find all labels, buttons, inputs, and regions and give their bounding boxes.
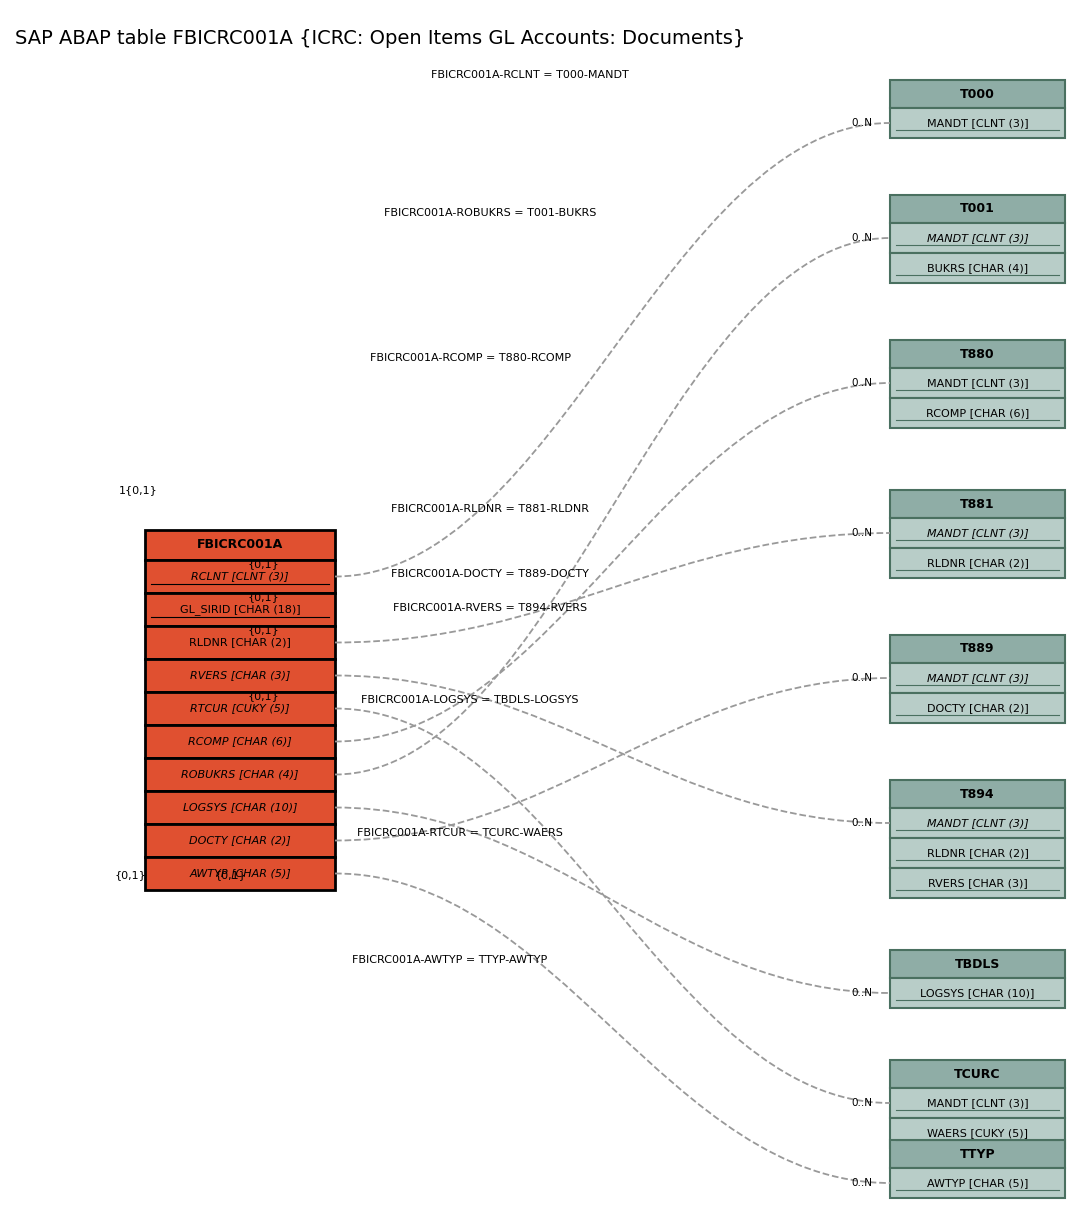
Text: T000: T000 xyxy=(961,87,995,101)
Bar xyxy=(890,868,1064,899)
Bar xyxy=(890,490,1064,518)
Bar xyxy=(890,635,1064,662)
Text: LOGSYS [CHAR (10)]: LOGSYS [CHAR (10)] xyxy=(921,988,1034,998)
Text: LOGSYS [CHAR (10)]: LOGSYS [CHAR (10)] xyxy=(182,803,297,813)
Bar xyxy=(145,791,334,823)
Text: RCLNT [CLNT (3)]: RCLNT [CLNT (3)] xyxy=(191,572,288,581)
Text: FBICRC001A-RTCUR = TCURC-WAERS: FBICRC001A-RTCUR = TCURC-WAERS xyxy=(357,828,563,838)
Text: FBICRC001A-RCLNT = T000-MANDT: FBICRC001A-RCLNT = T000-MANDT xyxy=(431,70,629,80)
Text: SAP ABAP table FBICRC001A {ICRC: Open Items GL Accounts: Documents}: SAP ABAP table FBICRC001A {ICRC: Open It… xyxy=(15,29,745,47)
Bar xyxy=(890,368,1064,398)
Bar xyxy=(890,1060,1064,1087)
Text: T889: T889 xyxy=(961,643,995,655)
Text: T881: T881 xyxy=(961,498,995,511)
Text: FBICRC001A-AWTYP = TTYP-AWTYP: FBICRC001A-AWTYP = TTYP-AWTYP xyxy=(353,955,548,965)
Bar xyxy=(890,838,1064,868)
Bar xyxy=(890,808,1064,838)
Bar xyxy=(890,1087,1064,1118)
Text: FBICRC001A-RLDNR = T881-RLDNR: FBICRC001A-RLDNR = T881-RLDNR xyxy=(391,504,589,513)
Bar xyxy=(890,1140,1064,1167)
Bar xyxy=(145,659,334,691)
Text: T001: T001 xyxy=(961,202,995,216)
Bar xyxy=(890,549,1064,578)
Bar xyxy=(145,857,334,890)
Text: FBICRC001A: FBICRC001A xyxy=(197,539,283,551)
Text: TCURC: TCURC xyxy=(954,1068,1001,1080)
Text: DOCTY [CHAR (2)]: DOCTY [CHAR (2)] xyxy=(189,836,291,845)
Bar xyxy=(145,559,334,593)
Text: {0,1}: {0,1} xyxy=(114,869,146,880)
Bar xyxy=(145,530,334,559)
Text: FBICRC001A-ROBUKRS = T001-BUKRS: FBICRC001A-ROBUKRS = T001-BUKRS xyxy=(384,208,596,218)
Text: 0..N: 0..N xyxy=(851,817,873,828)
Bar xyxy=(890,693,1064,723)
Text: 1{0,1}: 1{0,1} xyxy=(119,484,158,495)
Text: 0..N: 0..N xyxy=(851,233,873,243)
Text: AWTYP [CHAR (5)]: AWTYP [CHAR (5)] xyxy=(189,868,291,878)
Text: DOCTY [CHAR (2)]: DOCTY [CHAR (2)] xyxy=(926,704,1028,713)
Bar xyxy=(890,340,1064,368)
Text: AWTYP [CHAR (5)]: AWTYP [CHAR (5)] xyxy=(927,1178,1028,1188)
Bar xyxy=(145,691,334,725)
Text: MANDT [CLNT (3)]: MANDT [CLNT (3)] xyxy=(926,817,1028,828)
Text: 0..N: 0..N xyxy=(851,673,873,683)
Bar xyxy=(890,108,1064,138)
Bar xyxy=(890,195,1064,223)
Text: T894: T894 xyxy=(961,787,995,800)
Text: RCOMP [CHAR (6)]: RCOMP [CHAR (6)] xyxy=(926,408,1029,418)
Bar xyxy=(890,662,1064,693)
Text: {0,1}: {0,1} xyxy=(248,559,280,569)
Text: 0..N: 0..N xyxy=(851,117,873,128)
Bar xyxy=(145,758,334,791)
Text: 0..N: 0..N xyxy=(851,378,873,388)
Text: MANDT [CLNT (3)]: MANDT [CLNT (3)] xyxy=(926,117,1028,128)
Text: MANDT [CLNT (3)]: MANDT [CLNT (3)] xyxy=(926,233,1028,243)
Text: MANDT [CLNT (3)]: MANDT [CLNT (3)] xyxy=(926,378,1028,388)
Text: {0,1}: {0,1} xyxy=(214,869,245,880)
Text: WAERS [CUKY (5)]: WAERS [CUKY (5)] xyxy=(927,1127,1028,1138)
Bar xyxy=(890,978,1064,1008)
Bar xyxy=(890,223,1064,253)
Text: ROBUKRS [CHAR (4)]: ROBUKRS [CHAR (4)] xyxy=(181,769,299,780)
Text: FBICRC001A-RVERS = T894-RVERS: FBICRC001A-RVERS = T894-RVERS xyxy=(393,603,587,613)
Text: MANDT [CLNT (3)]: MANDT [CLNT (3)] xyxy=(926,1098,1028,1108)
Text: MANDT [CLNT (3)]: MANDT [CLNT (3)] xyxy=(926,673,1028,683)
Text: RVERS [CHAR (3)]: RVERS [CHAR (3)] xyxy=(190,671,291,681)
Text: 0..N: 0..N xyxy=(851,988,873,998)
Text: 0..N: 0..N xyxy=(851,1098,873,1108)
Bar xyxy=(890,80,1064,108)
Bar xyxy=(890,398,1064,427)
Bar xyxy=(145,725,334,758)
Text: {0,1}: {0,1} xyxy=(248,625,280,635)
Text: {0,1}: {0,1} xyxy=(248,691,280,701)
Bar xyxy=(890,518,1064,549)
Text: FBICRC001A-LOGSYS = TBDLS-LOGSYS: FBICRC001A-LOGSYS = TBDLS-LOGSYS xyxy=(361,695,579,705)
Text: 0..N: 0..N xyxy=(851,1178,873,1188)
Bar xyxy=(890,253,1064,283)
Text: FBICRC001A-DOCTY = T889-DOCTY: FBICRC001A-DOCTY = T889-DOCTY xyxy=(391,569,589,579)
Bar xyxy=(890,780,1064,808)
Text: RVERS [CHAR (3)]: RVERS [CHAR (3)] xyxy=(927,878,1027,888)
Text: TTYP: TTYP xyxy=(959,1148,995,1160)
Text: T880: T880 xyxy=(961,348,995,361)
Text: RLDNR [CHAR (2)]: RLDNR [CHAR (2)] xyxy=(926,848,1028,859)
Bar xyxy=(890,1167,1064,1198)
Bar xyxy=(145,593,334,626)
Text: MANDT [CLNT (3)]: MANDT [CLNT (3)] xyxy=(926,528,1028,538)
Text: TBDLS: TBDLS xyxy=(955,958,1000,970)
Text: RCOMP [CHAR (6)]: RCOMP [CHAR (6)] xyxy=(188,736,292,746)
Text: BUKRS [CHAR (4)]: BUKRS [CHAR (4)] xyxy=(927,263,1028,272)
Bar xyxy=(890,1118,1064,1148)
Text: {0,1}: {0,1} xyxy=(248,592,280,602)
Text: GL_SIRID [CHAR (18)]: GL_SIRID [CHAR (18)] xyxy=(180,604,300,615)
Bar xyxy=(145,626,334,659)
Text: RLDNR [CHAR (2)]: RLDNR [CHAR (2)] xyxy=(189,637,291,648)
Text: 0..N: 0..N xyxy=(851,528,873,538)
Text: RLDNR [CHAR (2)]: RLDNR [CHAR (2)] xyxy=(926,558,1028,568)
Bar xyxy=(890,949,1064,978)
Text: FBICRC001A-RCOMP = T880-RCOMP: FBICRC001A-RCOMP = T880-RCOMP xyxy=(370,352,570,363)
Text: RTCUR [CUKY (5)]: RTCUR [CUKY (5)] xyxy=(190,704,289,713)
Bar xyxy=(145,823,334,857)
